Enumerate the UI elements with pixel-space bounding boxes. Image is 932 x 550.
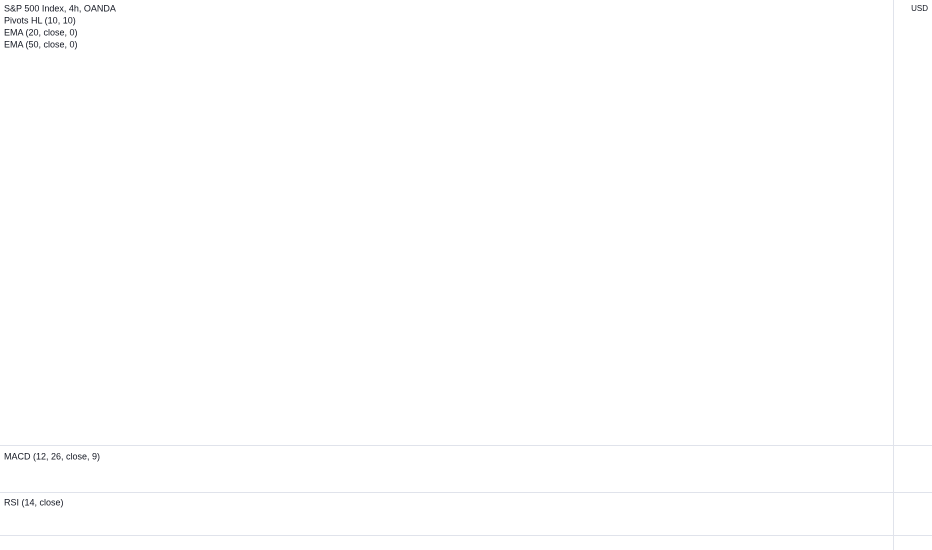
indicator-title: EMA (50, close, 0) (4, 39, 78, 49)
indicator-title: RSI (14, close) (4, 497, 64, 507)
indicator-title: Pivots HL (10, 10) (4, 15, 76, 25)
currency-label: USD (911, 4, 928, 13)
indicator-title: EMA (20, close, 0) (4, 27, 78, 37)
indicator-title: MACD (12, 26, close, 9) (4, 451, 100, 461)
chart-title: S&P 500 Index, 4h, OANDA (4, 3, 116, 13)
